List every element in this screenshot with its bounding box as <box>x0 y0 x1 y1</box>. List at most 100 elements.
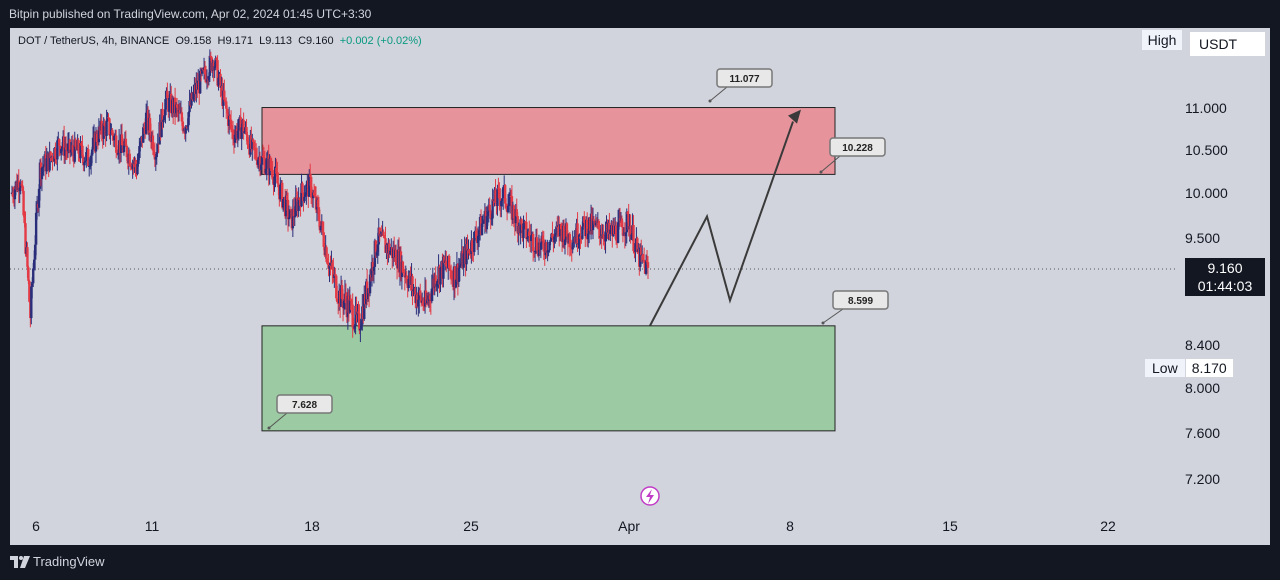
candle-body <box>186 125 189 127</box>
callout-pointer <box>820 155 841 173</box>
candle-body <box>504 203 508 208</box>
current-price-tag: 9.160 01:44:03 <box>1185 258 1265 296</box>
candle-body <box>453 266 457 288</box>
candle-body <box>558 224 562 237</box>
candle-body <box>204 74 208 82</box>
candle-body <box>360 324 363 329</box>
candle-body <box>71 145 75 153</box>
currency-button[interactable]: USDT <box>1190 32 1265 56</box>
candle-body <box>18 187 21 192</box>
candle-body <box>420 295 423 303</box>
candle-body <box>322 232 325 247</box>
candle-body <box>569 247 572 249</box>
candle-body <box>551 233 554 239</box>
candle-body <box>491 199 494 219</box>
candle-body <box>621 227 625 236</box>
candle-body <box>287 217 291 220</box>
candle-body <box>591 219 595 231</box>
legend-change: +0.002 (+0.02%) <box>339 35 422 47</box>
candle-body <box>309 176 313 198</box>
candle-body <box>312 192 316 196</box>
candle-body <box>318 220 322 231</box>
event-bolt-icon <box>646 489 654 504</box>
high-button[interactable]: High <box>1142 30 1182 50</box>
candle-body <box>457 267 461 282</box>
candle-body <box>160 109 163 138</box>
candle-body <box>309 174 312 177</box>
time-axis-label: 6 <box>32 518 40 534</box>
candle-body <box>60 148 63 154</box>
candle-body <box>553 236 556 243</box>
candle-body <box>577 243 580 245</box>
candle-body <box>216 60 219 86</box>
candle-body <box>435 283 438 287</box>
candle-body <box>646 262 650 268</box>
candle-body <box>224 99 227 102</box>
candle-body <box>64 147 68 150</box>
candle-body <box>34 212 38 245</box>
low-label: Low <box>1145 359 1185 377</box>
candle-body <box>313 195 317 197</box>
candle-body <box>382 231 385 236</box>
candle-body <box>485 216 489 230</box>
candle-body <box>586 233 590 240</box>
candle-body <box>597 220 600 230</box>
candle-body <box>247 144 250 147</box>
candle-body <box>198 70 202 94</box>
candle-body <box>174 104 178 114</box>
candle-body <box>144 112 148 134</box>
candle-body <box>37 188 41 208</box>
candle-body <box>94 133 98 152</box>
candle-body <box>120 134 124 146</box>
candle-body <box>270 168 273 170</box>
candle-body <box>425 299 429 303</box>
legend-high: H9.171 <box>217 35 254 47</box>
candle-body <box>377 227 380 245</box>
candle-body <box>85 152 88 162</box>
candle-body <box>340 285 344 299</box>
candle-body <box>604 231 607 242</box>
candle-body <box>27 267 30 281</box>
candle-body <box>42 165 46 167</box>
candle-body <box>156 143 159 153</box>
candle-body <box>411 276 414 292</box>
candle-body <box>151 135 155 151</box>
candle-body <box>254 148 257 150</box>
chart-area[interactable]: 11.077 10.228 8.599 7.628 DOT / TetherUS, 4… <box>10 28 1270 545</box>
candle-body <box>458 265 462 268</box>
candle-body <box>276 173 279 184</box>
candle-body <box>284 195 288 217</box>
candle-body <box>298 198 301 201</box>
callout-anchor <box>267 426 271 430</box>
candle-body <box>153 153 157 160</box>
candle-body <box>275 168 278 174</box>
candle-body <box>407 279 410 289</box>
candle-body <box>184 126 187 134</box>
callout-box <box>829 137 886 157</box>
candle-body <box>448 268 452 271</box>
candle-body <box>459 263 462 266</box>
candlestick-chart[interactable]: 11.077 10.228 8.599 7.628 <box>10 28 1270 545</box>
candle-body <box>226 108 229 113</box>
candle-body <box>259 164 263 170</box>
candle-body <box>436 280 439 284</box>
candle-body <box>466 243 469 251</box>
candle-body <box>496 188 499 207</box>
candle-body <box>317 207 321 221</box>
time-axis-label: 15 <box>942 518 958 534</box>
candle-body <box>122 145 126 153</box>
time-axis-label: 22 <box>1100 518 1116 534</box>
candle-body <box>625 211 628 233</box>
candle-body <box>358 313 361 331</box>
candle-body <box>35 203 39 213</box>
candle-body <box>328 265 331 269</box>
candle-body <box>501 198 504 202</box>
candle-body <box>525 221 528 240</box>
candle-body <box>363 293 366 320</box>
candle-body <box>349 299 352 301</box>
candle-body <box>161 109 164 123</box>
candle-body <box>428 295 432 300</box>
candle-body <box>84 161 87 163</box>
candle-body <box>454 280 458 288</box>
candle-body <box>294 196 297 217</box>
